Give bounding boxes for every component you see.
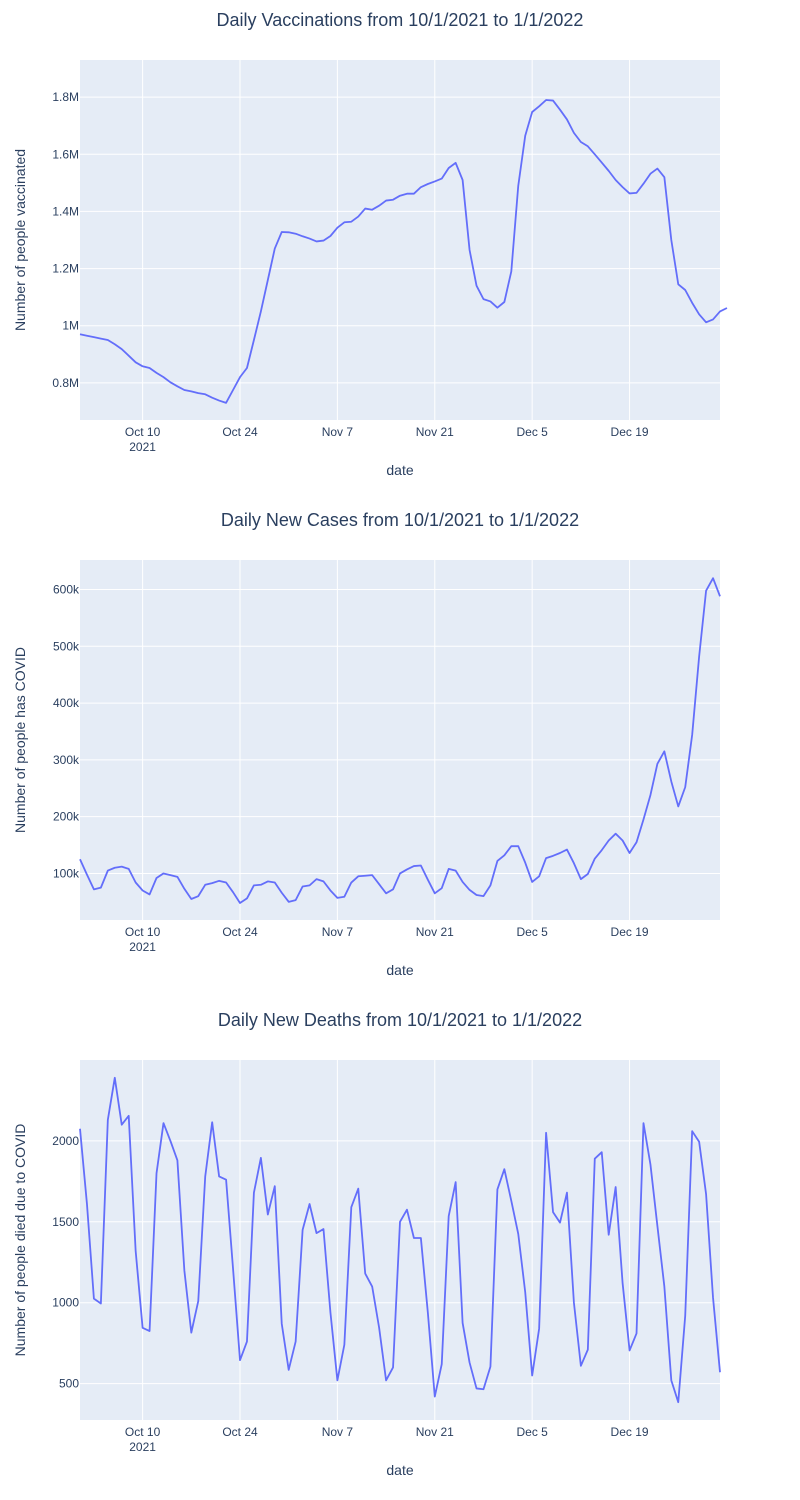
series-line [79, 1076, 721, 1404]
x-tick-label: Oct 10 [125, 1425, 161, 1439]
x-tick-label: Dec 5 [516, 925, 548, 939]
x-tick-label: Nov 7 [322, 425, 354, 439]
y-tick-label: 500k [53, 639, 80, 653]
x-tick-label: Nov 7 [322, 925, 354, 939]
series-line [79, 577, 721, 904]
plot-background [80, 60, 720, 420]
x-tick-year-label: 2021 [129, 940, 156, 954]
x-tick-label: Oct 24 [222, 425, 258, 439]
y-axis-label: Number of people has COVID [12, 647, 28, 833]
x-tick-label: Nov 21 [416, 925, 454, 939]
plot-background [80, 560, 720, 920]
x-tick-label: Oct 10 [125, 925, 161, 939]
x-tick-label: Nov 21 [416, 425, 454, 439]
x-tick-label: Oct 24 [222, 1425, 258, 1439]
x-tick-label: Dec 19 [611, 1425, 649, 1439]
series-line [79, 99, 728, 404]
x-tick-label: Oct 24 [222, 925, 258, 939]
y-tick-label: 400k [53, 696, 80, 710]
chart-title: Daily New Deaths from 10/1/2021 to 1/1/2… [217, 1010, 583, 1030]
y-tick-label: 600k [53, 583, 80, 597]
x-tick-year-label: 2021 [129, 440, 156, 454]
vaccinations-chart: Daily Vaccinations from 10/1/2021 to 1/1… [0, 0, 800, 500]
x-axis-label: date [386, 1462, 414, 1478]
x-tick-label: Nov 7 [322, 1425, 354, 1439]
y-tick-label: 1.6M [52, 147, 79, 161]
y-tick-label: 500 [59, 1377, 79, 1391]
y-tick-label: 1500 [52, 1215, 79, 1229]
x-axis-label: date [386, 962, 414, 978]
y-tick-label: 1000 [52, 1296, 79, 1310]
x-tick-label: Dec 19 [611, 925, 649, 939]
y-tick-label: 1.8M [52, 90, 79, 104]
x-tick-label: Oct 10 [125, 425, 161, 439]
new-cases-chart: Daily New Cases from 10/1/2021 to 1/1/20… [0, 500, 800, 1000]
y-tick-label: 1.2M [52, 262, 79, 276]
y-tick-label: 1.4M [52, 204, 79, 218]
x-tick-label: Dec 5 [516, 1425, 548, 1439]
y-tick-label: 0.8M [52, 376, 79, 390]
new-deaths-chart: Daily New Deaths from 10/1/2021 to 1/1/2… [0, 1000, 800, 1500]
y-tick-label: 200k [53, 810, 80, 824]
y-axis-label: Number of people died due to COVID [12, 1123, 28, 1357]
y-axis-label: Number of people vaccinated [12, 148, 28, 332]
x-tick-label: Dec 5 [516, 425, 548, 439]
x-tick-label: Nov 21 [416, 1425, 454, 1439]
y-tick-label: 2000 [52, 1134, 79, 1148]
x-axis-label: date [386, 462, 414, 478]
chart-title: Daily New Cases from 10/1/2021 to 1/1/20… [220, 510, 580, 530]
x-tick-label: Dec 19 [611, 425, 649, 439]
y-tick-label: 100k [53, 866, 80, 880]
y-tick-label: 1M [62, 319, 79, 333]
y-tick-label: 300k [53, 753, 80, 767]
chart-title: Daily Vaccinations from 10/1/2021 to 1/1… [216, 10, 584, 30]
x-tick-year-label: 2021 [129, 1440, 156, 1454]
